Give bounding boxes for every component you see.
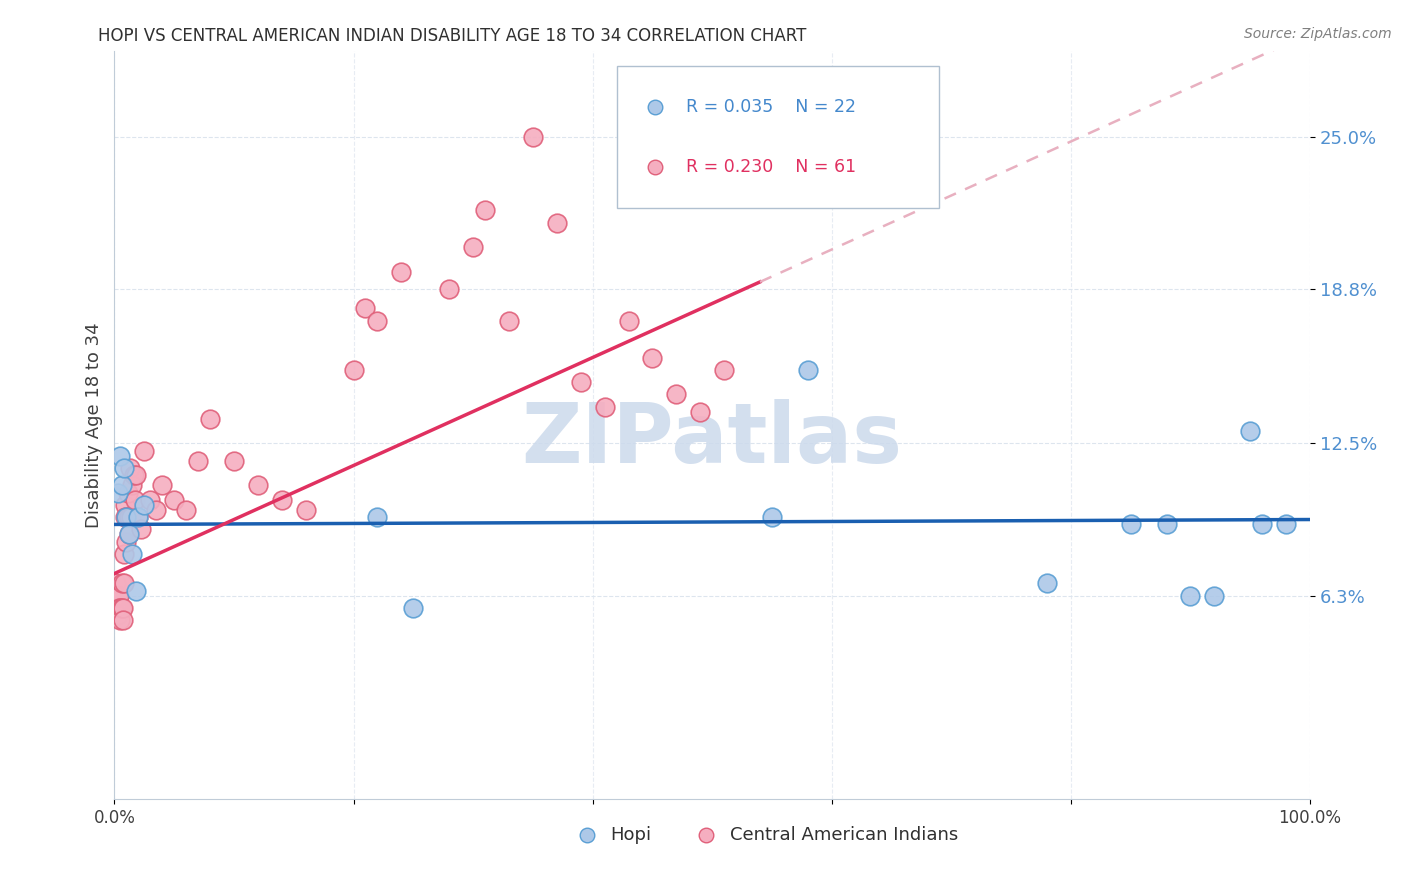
Point [198, 412, 221, 426]
Point [110, 613, 132, 627]
Point [114, 498, 136, 512]
Point [112, 576, 135, 591]
Point [575, 861, 598, 875]
Point [120, 510, 142, 524]
Y-axis label: Disability Age 18 to 34: Disability Age 18 to 34 [86, 322, 103, 528]
Point [110, 449, 132, 463]
Point [125, 583, 148, 598]
Point [111, 613, 134, 627]
Point [695, 861, 717, 875]
Point [366, 510, 388, 524]
Point [129, 522, 152, 536]
Point [108, 600, 131, 615]
Point [104, 576, 127, 591]
Point [134, 498, 156, 512]
Point [107, 589, 129, 603]
Point [117, 485, 139, 500]
Point [111, 600, 134, 615]
Point [174, 502, 197, 516]
Point [546, 215, 568, 229]
Point [118, 461, 141, 475]
Point [1239, 424, 1261, 438]
Point [115, 510, 138, 524]
Point [593, 400, 616, 414]
Point [1251, 517, 1274, 532]
Point [112, 547, 135, 561]
Point [107, 608, 129, 623]
Text: HOPI VS CENTRAL AMERICAN INDIAN DISABILITY AGE 18 TO 34 CORRELATION CHART: HOPI VS CENTRAL AMERICAN INDIAN DISABILI… [98, 27, 807, 45]
Point [127, 510, 149, 524]
Point [115, 510, 138, 524]
Point [498, 314, 520, 328]
Point [105, 589, 128, 603]
Point [127, 510, 149, 524]
Point [121, 547, 143, 561]
Point [118, 510, 141, 524]
Point [163, 492, 186, 507]
Text: Source: ZipAtlas.com: Source: ZipAtlas.com [1244, 27, 1392, 41]
Point [105, 600, 128, 615]
Text: R = 0.230    N = 61: R = 0.230 N = 61 [686, 158, 856, 176]
Point [150, 478, 173, 492]
Point [461, 240, 484, 254]
Text: Central American Indians: Central American Indians [730, 826, 959, 845]
Point [569, 375, 592, 389]
Point [522, 129, 544, 144]
Point [145, 502, 167, 516]
Text: R = 0.035    N = 22: R = 0.035 N = 22 [686, 98, 856, 116]
Point [797, 363, 820, 377]
Point [474, 203, 496, 218]
Text: Hopi: Hopi [610, 826, 652, 845]
Point [117, 510, 139, 524]
Point [125, 468, 148, 483]
Point [110, 600, 132, 615]
Point [110, 478, 132, 492]
Point [124, 492, 146, 507]
Point [737, 129, 759, 144]
Point [112, 461, 135, 475]
Point [402, 600, 425, 615]
Point [294, 502, 316, 516]
Point [118, 527, 141, 541]
FancyBboxPatch shape [617, 66, 939, 208]
Point [761, 510, 783, 524]
Point [665, 387, 688, 401]
Point [115, 534, 138, 549]
Text: ZIPatlas: ZIPatlas [522, 400, 903, 481]
Point [1119, 517, 1142, 532]
Point [121, 478, 143, 492]
Point [1204, 589, 1226, 603]
Point [107, 485, 129, 500]
Point [110, 576, 132, 591]
Point [108, 589, 131, 603]
Point [617, 314, 640, 328]
Point [713, 363, 735, 377]
Point [134, 443, 156, 458]
Point [389, 264, 412, 278]
Point [641, 351, 664, 365]
Point [689, 404, 711, 418]
Point [118, 527, 141, 541]
Point [437, 282, 460, 296]
Point [187, 453, 209, 467]
Point [1180, 589, 1202, 603]
Point [342, 363, 364, 377]
Point [366, 314, 388, 328]
Point [114, 510, 136, 524]
Point [139, 492, 162, 507]
Point [246, 478, 269, 492]
Point [110, 600, 132, 615]
Point [1036, 576, 1059, 591]
Point [1275, 517, 1298, 532]
Point [222, 453, 245, 467]
Point [270, 492, 292, 507]
Point [122, 468, 145, 483]
Point [354, 301, 377, 316]
Point [1156, 517, 1178, 532]
